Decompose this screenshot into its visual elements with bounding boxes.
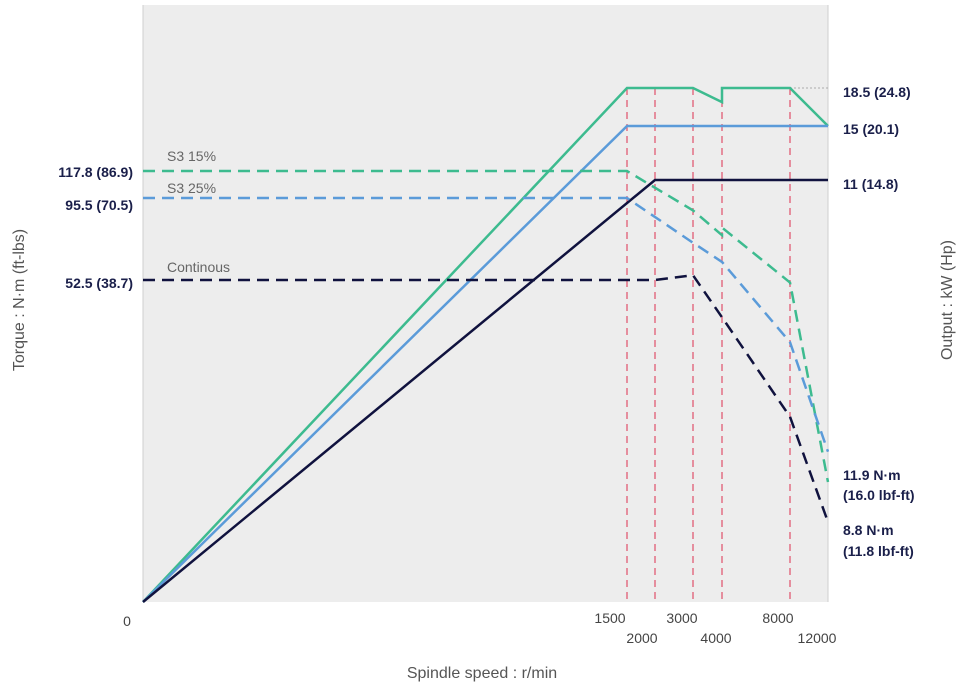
x-tick-8000: 8000 [762,610,793,626]
x-origin-label: 0 [123,613,131,629]
end-torque-s3-15-line2: (16.0 lbf-ft) [843,487,915,503]
torque-label-s3-25: 95.5 (70.5) [65,197,133,213]
series-group [142,86,830,603]
torque-line-s3_15 [143,169,830,483]
torque-label-s3-15: 117.8 (86.9) [58,164,133,180]
output-line-continuous [142,178,828,603]
output-label-s3-15: 18.5 (24.8) [843,84,911,100]
series-label-s3-25: S3 25% [167,180,216,196]
output-line-s3_15 [142,86,829,603]
y-axis-left-title: Torque : N·m (ft-lbs) [11,229,28,371]
series-label-continuous: Continous [167,259,230,275]
y-axis-right-title: Output : kW (Hp) [939,240,956,360]
output-line-s3_25 [142,124,828,603]
x-tick-1500: 1500 [594,610,625,626]
end-torque-continuous-line1: 8.8 N·m [843,522,894,538]
x-tick-12000: 12000 [798,630,837,646]
output-label-continuous: 11 (14.8) [843,176,898,192]
end-torque-s3-15-line1: 11.9 N·m [843,467,901,483]
output-label-s3-25: 15 (20.1) [843,121,899,137]
end-torque-continuous-line2: (11.8 lbf-ft) [843,543,914,559]
series-label-s3-15: S3 15% [167,148,216,164]
torque-line-s3_25 [143,196,830,453]
x-axis-title: Spindle speed : r/min [407,665,557,682]
torque-line-continuous [143,273,830,523]
x-tick-3000: 3000 [666,610,697,626]
plot-background [143,5,828,602]
torque-label-continuous: 52.5 (38.7) [65,275,133,291]
x-tick-2000: 2000 [626,630,657,646]
x-tick-4000: 4000 [700,630,731,646]
